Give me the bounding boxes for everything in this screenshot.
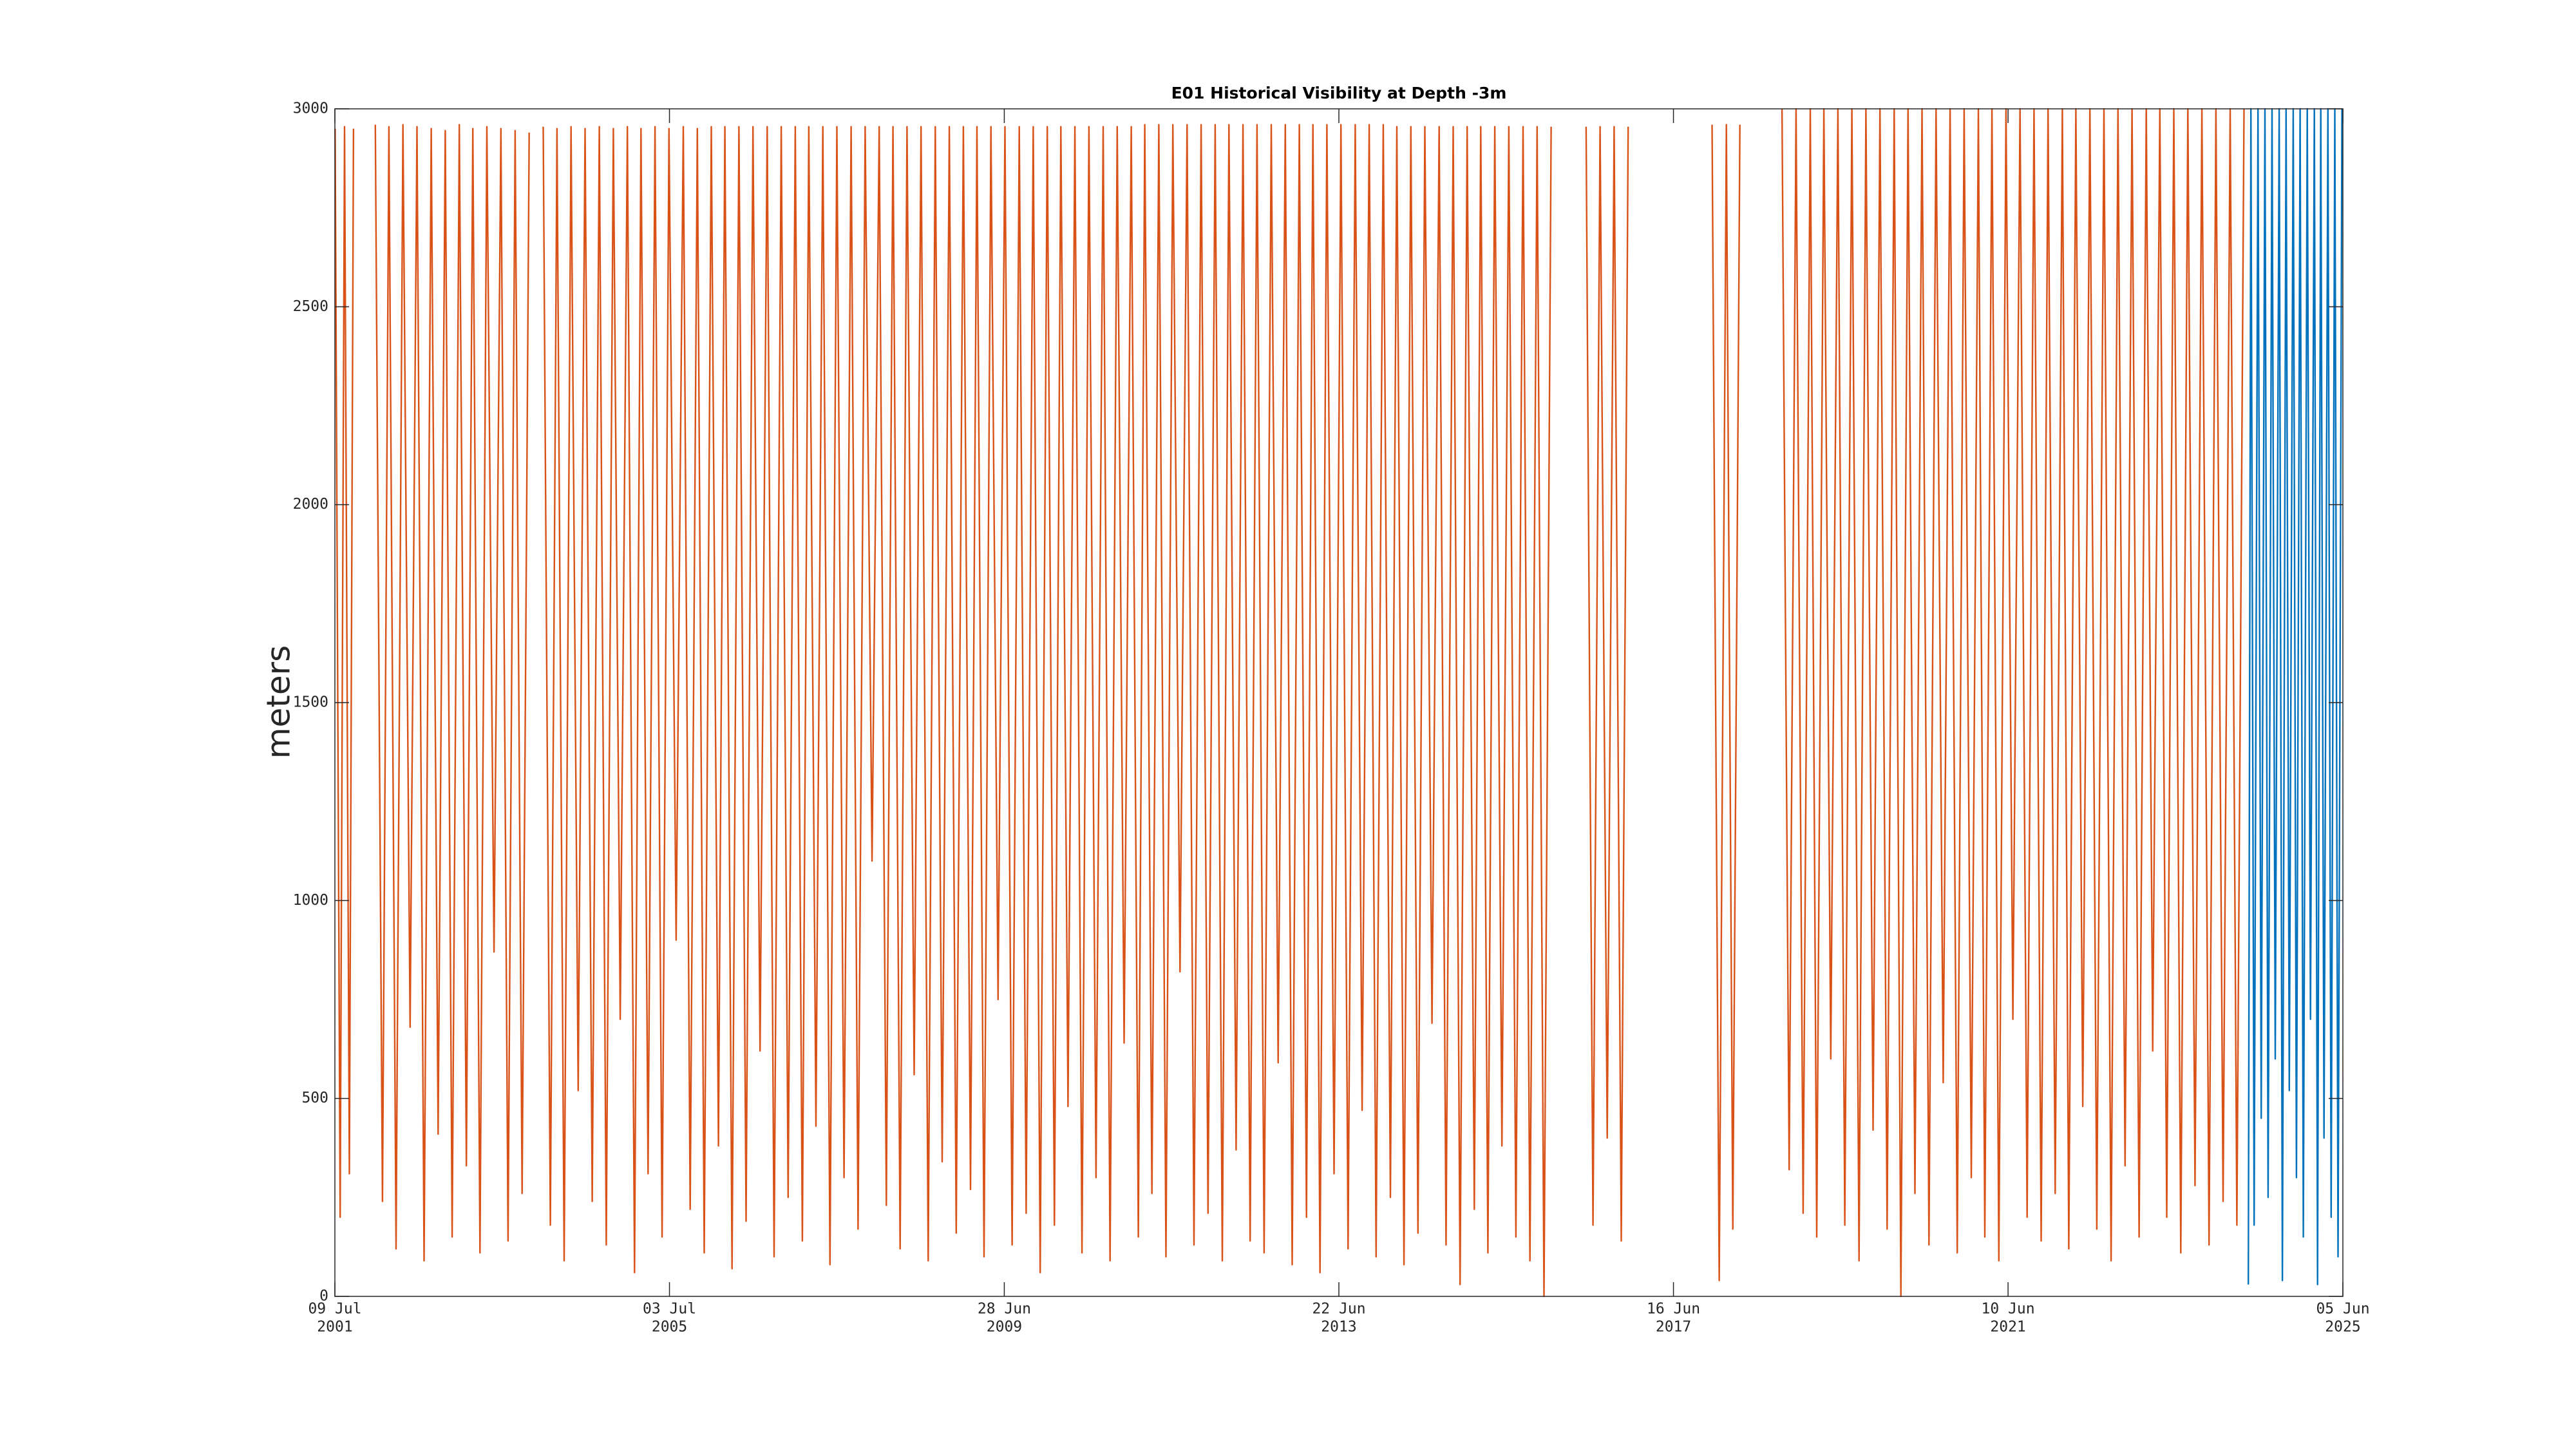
x-tick-label: 09 Jul <box>308 1301 361 1318</box>
data-line <box>2248 108 2343 1285</box>
x-tick-label: 2025 <box>2325 1319 2360 1336</box>
y-axis-label: meters <box>260 645 298 759</box>
data-line <box>334 108 2245 1298</box>
y-tick-label: 1500 <box>293 694 328 711</box>
x-tick-label: 2001 <box>317 1319 352 1336</box>
x-tick-label: 28 Jun <box>978 1301 1031 1318</box>
x-tick-label: 2021 <box>1990 1319 2025 1336</box>
y-tick-label: 2000 <box>293 496 328 513</box>
y-tick-label: 500 <box>301 1090 328 1106</box>
x-tick-label: 2009 <box>987 1319 1022 1336</box>
x-tick-label: 10 Jun <box>1982 1301 2035 1318</box>
y-tick-label: 3000 <box>293 100 328 117</box>
y-tick-label: 1000 <box>293 892 328 909</box>
y-tick-label: 2500 <box>293 298 328 315</box>
x-tick-label: 2017 <box>1656 1319 1691 1336</box>
x-tick-label: 03 Jul <box>643 1301 696 1318</box>
x-tick-label: 05 Jun <box>2316 1301 2369 1318</box>
y-tick-label: 0 <box>319 1288 328 1305</box>
x-tick-label: 2005 <box>652 1319 687 1336</box>
x-tick-label: 22 Jun <box>1312 1301 1365 1318</box>
x-tick-label: 16 Jun <box>1647 1301 1700 1318</box>
chart-title: E01 Historical Visibility at Depth -3m <box>1171 84 1507 102</box>
x-tick-label: 2013 <box>1321 1319 1356 1336</box>
